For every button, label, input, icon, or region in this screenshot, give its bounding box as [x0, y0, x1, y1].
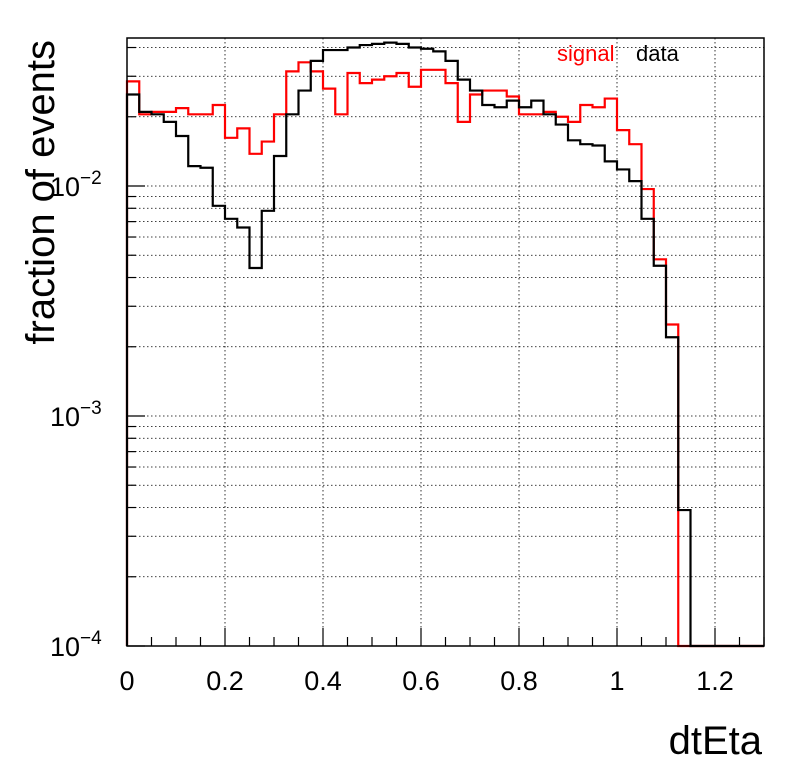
- legend-entry-data: data: [636, 41, 680, 66]
- axis-ticks: [126, 46, 765, 647]
- x-tick-label: 1: [609, 666, 624, 696]
- y-axis-title: fraction of events: [19, 40, 63, 345]
- x-tick-label: 1.2: [696, 666, 734, 696]
- y-tick-label: 10−3: [50, 398, 102, 432]
- x-tick-labels: 0 0.2 0.4 0.6 0.8 1 1.2: [119, 666, 733, 696]
- series-line-data: [125, 41, 764, 648]
- series-line-signal: [125, 61, 764, 648]
- x-tick-label: 0: [119, 666, 134, 696]
- legend-entry-signal: signal: [557, 41, 614, 66]
- x-tick-label: 0.8: [500, 666, 538, 696]
- legend: signal data: [557, 41, 680, 66]
- y-tick-label: 10−2: [50, 168, 102, 202]
- x-tick-label: 0.4: [304, 666, 342, 696]
- x-axis-title: dtEta: [669, 719, 763, 763]
- series-lines: [125, 41, 764, 648]
- y-tick-label: 10−4: [50, 628, 102, 662]
- x-tick-label: 0.6: [402, 666, 440, 696]
- x-tick-label: 0.2: [206, 666, 244, 696]
- y-tick-labels: 10−2 10−3 10−4: [50, 168, 102, 662]
- grid-lines: [127, 38, 764, 646]
